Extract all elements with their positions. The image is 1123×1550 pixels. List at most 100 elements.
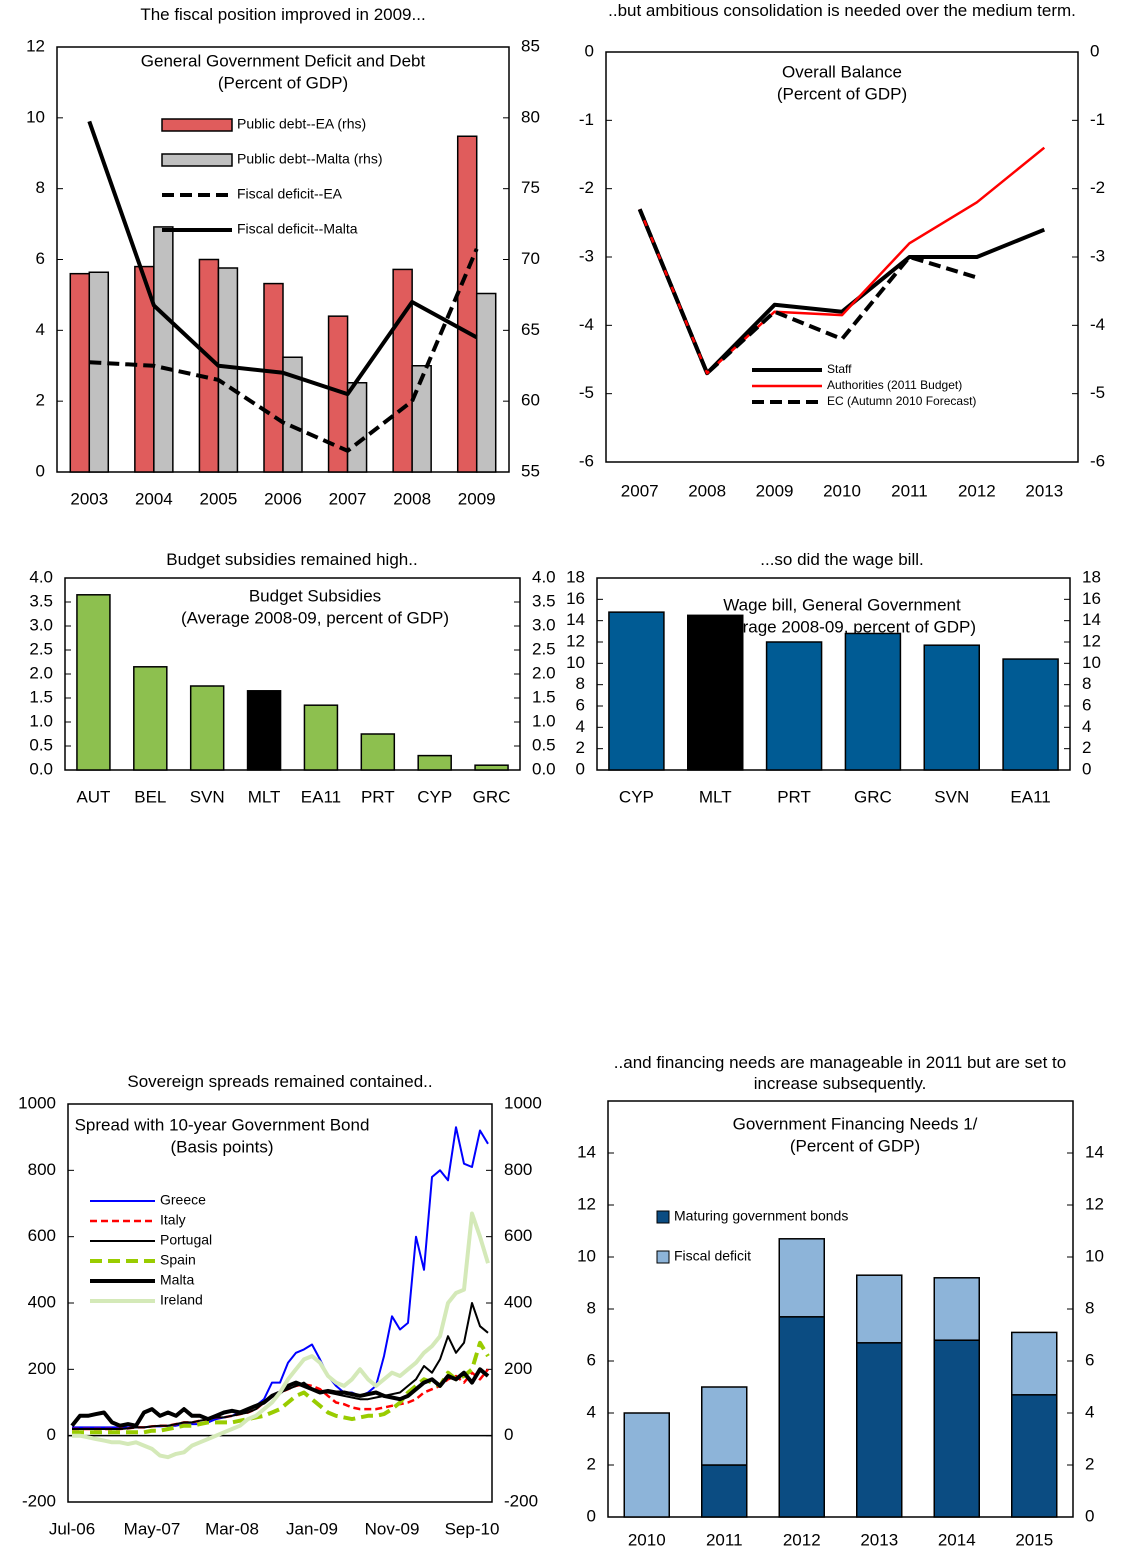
y-tick-label: -3 [579,246,594,265]
bar [360,733,396,771]
y-tick-label: 4 [587,1402,596,1421]
y-tick-label: 600 [28,1226,56,1245]
panel-title: Sovereign spreads remained contained.. [127,1072,433,1091]
y-tick-label: 8 [36,178,45,197]
y2-tick-label: 18 [1082,567,1101,586]
y-tick-label: 1.0 [29,711,53,730]
bar [923,644,980,771]
x-tick-label: 2005 [200,489,238,508]
bar [76,594,111,771]
legend-label: Malta [160,1272,194,1288]
y-tick-label: 0 [585,41,594,60]
bar-segment [778,1316,825,1518]
y-tick-label: -1 [579,110,594,129]
y2-tick-label: 80 [521,107,540,126]
y-tick-label: 0 [576,759,585,778]
x-tick-label: 2008 [393,489,431,508]
legend-label: Staff [827,362,852,376]
x-tick-label: 2012 [783,1530,821,1549]
y-tick-label: 2 [36,391,45,410]
x-tick-label: May-07 [124,1519,181,1538]
legend-label: Spain [160,1252,196,1268]
bar-segment [933,1339,980,1518]
x-tick-label: Jul-06 [49,1519,95,1538]
data-line [72,1302,489,1430]
legend-label: Authorities (2011 Budget) [827,378,962,392]
data-line [637,208,1046,376]
y2-tick-label: 2.0 [532,663,556,682]
bar [153,226,174,473]
bar [189,685,225,771]
legend-label: Fiscal deficit--EA [237,186,343,202]
bar-segment [933,1277,980,1341]
y2-tick-label: 2 [1082,738,1091,757]
legend-swatch [161,118,233,132]
y-tick-label: 10 [26,107,45,126]
y-tick-label: -6 [579,451,594,470]
y2-tick-label: 200 [504,1359,532,1378]
y-tick-label: 16 [566,589,585,608]
y2-tick-label: 0.0 [532,759,556,778]
x-tick-label: GRC [854,787,892,806]
data-line [72,1211,490,1460]
y2-tick-label: 16 [1082,589,1101,608]
bar [303,704,339,771]
panel-title: ..but ambitious consolidation is needed … [608,1,1076,20]
y2-tick-label: 4 [1085,1402,1094,1421]
y2-tick-label: 55 [521,461,540,480]
y2-tick-label: 14 [1082,610,1101,629]
y-tick-label: -5 [579,383,594,402]
y2-tick-label: 75 [521,178,540,197]
x-tick-label: 2011 [706,1530,743,1549]
data-line [72,1340,490,1435]
bar-segment [856,1274,903,1344]
inner-subtitle: (Average 2008-09, percent of GDP) [708,617,976,636]
y2-tick-label: -1 [1090,110,1105,129]
y2-tick-label: 0.5 [532,735,556,754]
legend-label: Italy [160,1212,186,1228]
x-tick-label: 2010 [823,481,861,500]
bar-segment [701,1464,748,1518]
y2-tick-label: 12 [1085,1194,1104,1213]
inner-subtitle: (Percent of GDP) [777,84,907,103]
x-tick-label: Mar-08 [205,1519,259,1538]
y-tick-label: 3.5 [29,591,53,610]
x-tick-label: 2007 [621,481,659,500]
y-tick-label: 200 [28,1359,56,1378]
y-tick-label: 6 [576,695,585,714]
x-tick-label: GRC [473,787,511,806]
x-tick-label: MLT [248,787,281,806]
y2-tick-label: 10 [1085,1246,1104,1265]
data-line [87,120,478,397]
y-tick-label: 3.0 [29,615,53,634]
x-tick-label: 2009 [756,481,794,500]
legend-label: Public debt--Malta (rhs) [237,151,383,167]
y-tick-label: 12 [566,631,585,650]
bar-segment [1011,1331,1058,1396]
bar [765,641,823,771]
plot-frame [607,1100,1074,1518]
y-tick-label: 2 [576,738,585,757]
plot-frame [596,577,1071,771]
x-tick-label: AUT [76,787,110,806]
y2-tick-label: 6 [1085,1350,1094,1369]
x-tick-label: 2010 [628,1530,666,1549]
y2-tick-label: 12 [1082,631,1101,650]
x-tick-label: CYP [619,787,654,806]
y-tick-label: 12 [577,1194,596,1213]
y2-tick-label: 4.0 [532,567,556,586]
x-tick-label: Sep-10 [445,1519,500,1538]
y-tick-label: -2 [579,178,594,197]
bar-segment [701,1386,748,1466]
y2-tick-label: 1.5 [532,687,556,706]
bar [844,632,902,771]
y-tick-label: -200 [22,1491,56,1510]
x-tick-label: CYP [417,787,452,806]
bar [475,292,497,473]
inner-title: Wage bill, General Government [723,595,961,614]
x-tick-label: EA11 [1010,787,1050,806]
inner-title: Budget Subsidies [249,586,381,605]
legend-label: Ireland [160,1292,203,1308]
y-tick-label: -4 [579,315,594,334]
